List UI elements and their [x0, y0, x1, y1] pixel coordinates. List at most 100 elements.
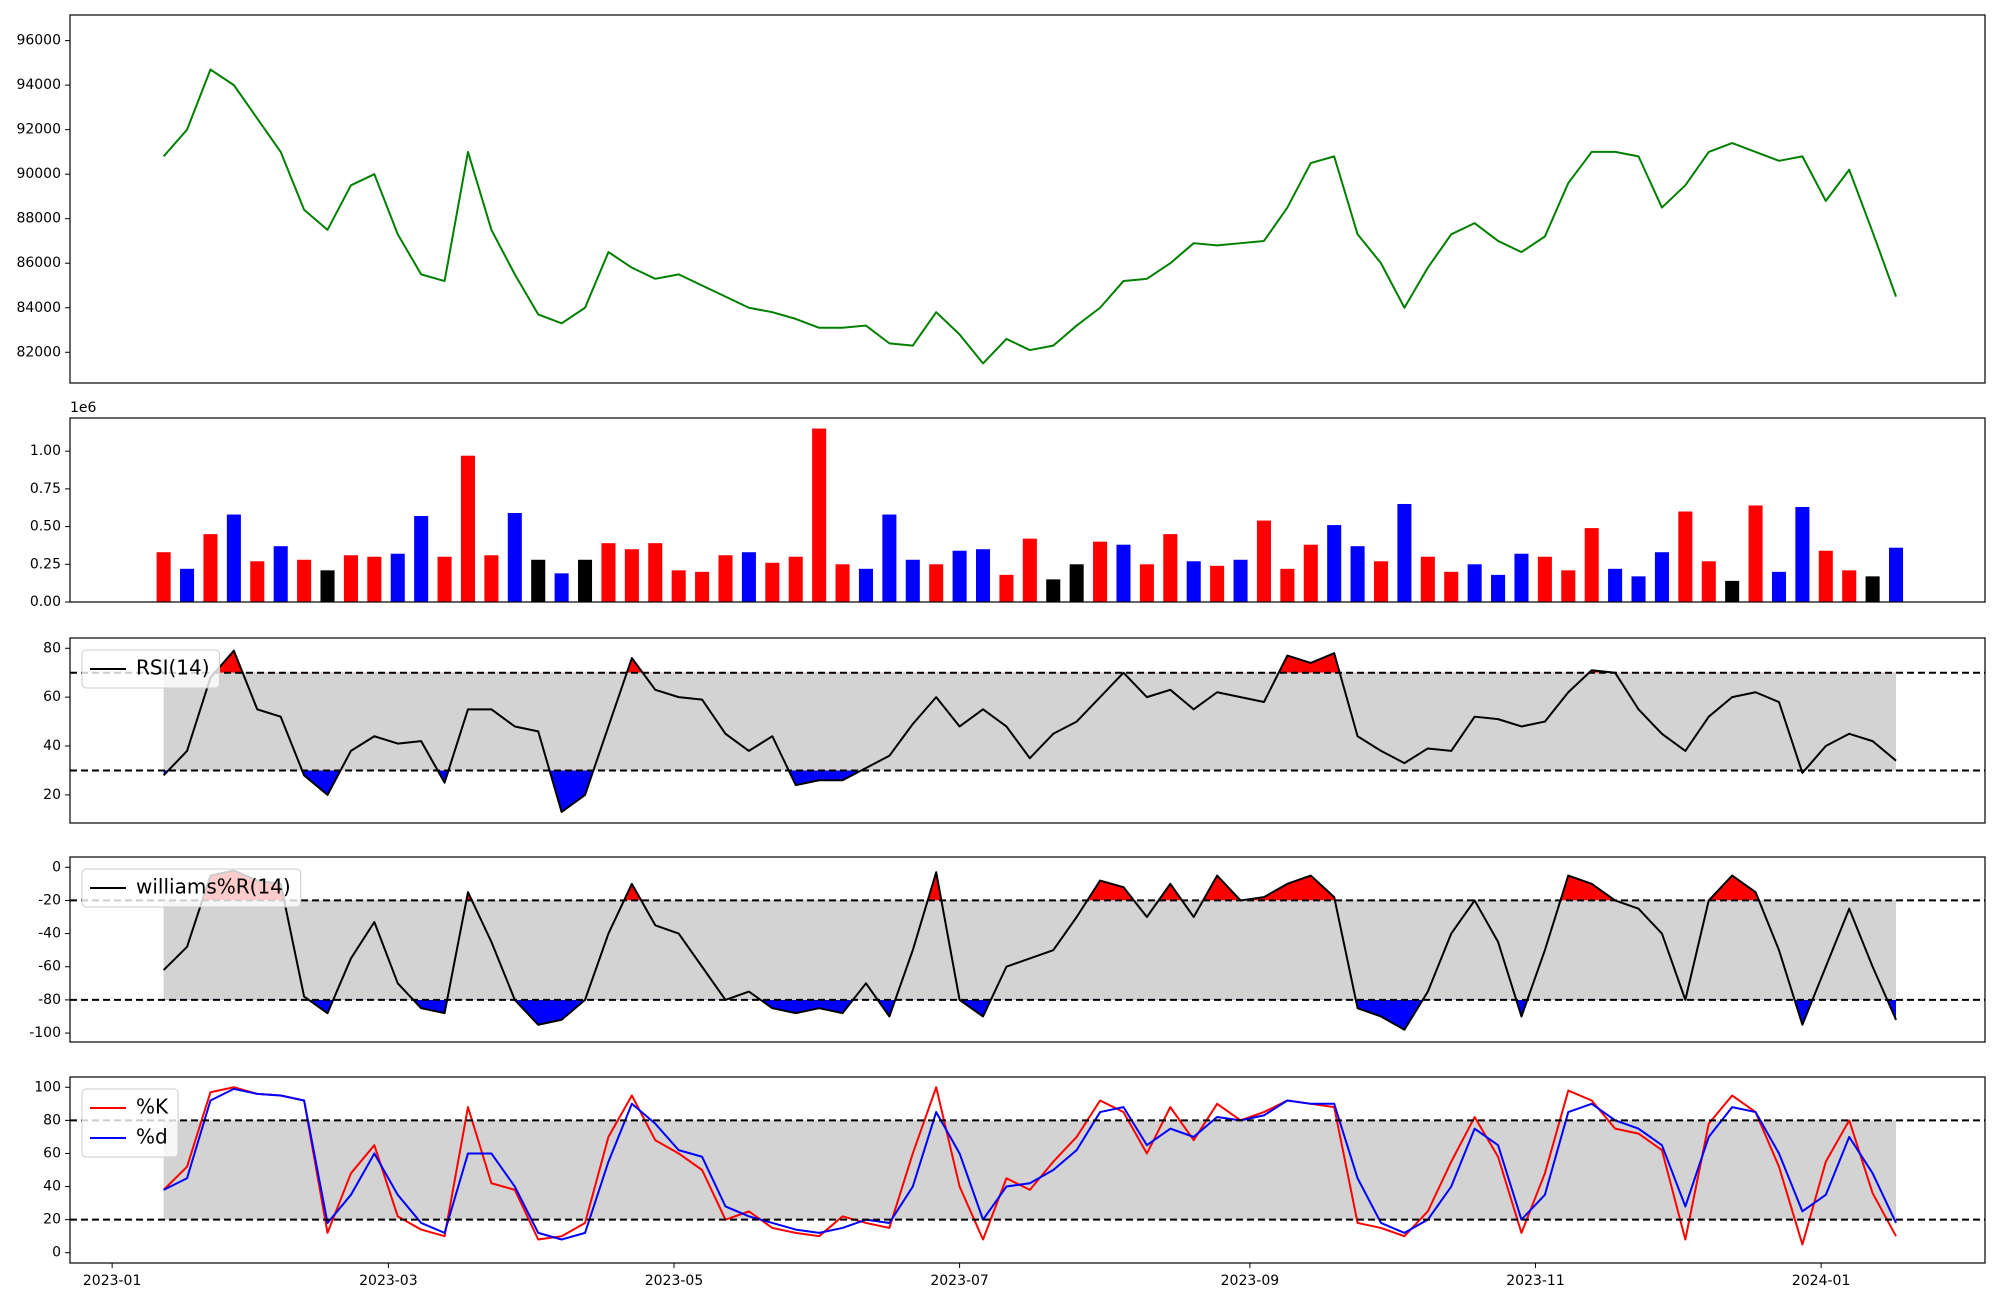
volume-bar — [975, 549, 991, 602]
series-line — [162, 1086, 1897, 1246]
series-line — [163, 1087, 1897, 1241]
y-tick-label: -60 — [38, 959, 61, 975]
volume-bar — [1584, 528, 1599, 602]
y-tick-label: 40 — [43, 1179, 61, 1195]
volume-bar — [1350, 546, 1365, 602]
y-tick-label: 84000 — [16, 300, 61, 316]
volume-bar — [1163, 534, 1178, 602]
legend-label: RSI(14) — [136, 656, 210, 680]
volume-bar — [1186, 561, 1201, 602]
volume-bar — [741, 552, 756, 602]
volume-bar — [624, 549, 639, 602]
volume-bar — [695, 571, 710, 602]
volume-bar — [297, 559, 312, 602]
y-tick-label: 94000 — [16, 77, 61, 93]
y-tick-label: 88000 — [16, 211, 61, 227]
axes-frame — [69, 1076, 1986, 1264]
volume-bar — [1654, 552, 1669, 602]
volume-bar — [1561, 570, 1576, 602]
y-tick-label: 40 — [43, 738, 61, 754]
volume-bar — [1256, 520, 1271, 602]
volume-bar — [1795, 506, 1810, 602]
volume-bar — [531, 559, 546, 602]
volume-bar — [226, 514, 241, 602]
neutral-band — [163, 672, 1897, 771]
volume-bar — [414, 516, 429, 602]
volume-bar — [390, 553, 405, 602]
volume-bar — [1631, 576, 1646, 602]
volume-bar — [1046, 579, 1061, 602]
volume-bar — [999, 574, 1014, 602]
y-tick-label: -20 — [38, 892, 61, 908]
volume-bar — [671, 570, 686, 602]
volume-bar — [882, 514, 897, 602]
y-tick-label: 86000 — [16, 255, 61, 271]
volume-bar — [1842, 570, 1857, 602]
legend-box — [81, 649, 221, 689]
overbought-fill — [214, 650, 1616, 673]
volume-bar — [1303, 544, 1318, 602]
axes-frame — [69, 856, 1986, 1043]
volume-bar — [929, 564, 944, 602]
volume-bar — [1093, 541, 1108, 602]
volume-bar — [1865, 576, 1880, 602]
y-tick-label: -100 — [29, 1025, 61, 1041]
legend-box — [81, 1088, 179, 1158]
volume-bar — [1373, 561, 1389, 602]
volume-bar — [320, 570, 335, 602]
volume-bar — [343, 555, 358, 602]
series-line — [162, 649, 1897, 814]
oversold-fill — [163, 770, 1805, 813]
volume-bar — [1397, 503, 1412, 602]
y-tick-label: 82000 — [16, 344, 61, 360]
volume-bar — [180, 568, 195, 602]
neutral-band — [163, 900, 1897, 1000]
volume-bar — [1514, 553, 1529, 602]
volume-bar — [1701, 561, 1716, 602]
y-tick-label: 90000 — [16, 166, 61, 182]
volume-bar — [858, 568, 873, 602]
overbought-fill — [202, 870, 1759, 901]
volume-bar — [718, 555, 733, 602]
volume-bar — [273, 546, 288, 602]
axes-frame — [69, 14, 1986, 384]
legend-label: %K — [136, 1095, 169, 1119]
volume-bar — [601, 543, 616, 602]
legend-box — [81, 868, 302, 908]
volume-bar — [1069, 564, 1084, 602]
volume-bar — [812, 428, 827, 602]
volume-bar — [1771, 571, 1787, 602]
x-tick-label: 2024-01 — [1792, 1273, 1851, 1289]
volume-bar — [367, 556, 382, 602]
volume-bar — [1678, 511, 1693, 602]
y-tick-label: 0.50 — [30, 519, 61, 535]
volume-bar — [1210, 565, 1225, 602]
volume-bar — [460, 455, 476, 602]
volume-bar — [250, 561, 265, 602]
series-line — [162, 68, 1897, 365]
volume-bar — [1022, 538, 1037, 602]
volume-bar — [1537, 556, 1552, 602]
volume-bar — [1748, 505, 1763, 602]
x-tick-label: 2023-03 — [359, 1273, 418, 1289]
volume-bar — [507, 513, 522, 602]
y-tick-label: 100 — [34, 1079, 61, 1095]
volume-bar — [788, 556, 803, 602]
series-line — [162, 869, 1897, 1031]
y-tick-label: 0 — [52, 1245, 61, 1261]
volume-bar — [578, 559, 593, 602]
y-tick-label: -80 — [38, 992, 61, 1008]
volume-bar — [1491, 574, 1506, 602]
y-tick-label: 92000 — [16, 122, 61, 138]
y-tick-label: 1.00 — [30, 443, 61, 459]
volume-bar — [484, 555, 499, 602]
volume-bar — [1889, 547, 1904, 602]
axes-frame — [69, 417, 1986, 603]
volume-bar — [203, 534, 218, 602]
volume-bar — [1139, 564, 1154, 602]
legend-label: %d — [136, 1125, 168, 1149]
volume-bar — [1818, 550, 1833, 602]
volume-bar — [648, 543, 663, 602]
legend-label: williams%R(14) — [136, 875, 291, 899]
